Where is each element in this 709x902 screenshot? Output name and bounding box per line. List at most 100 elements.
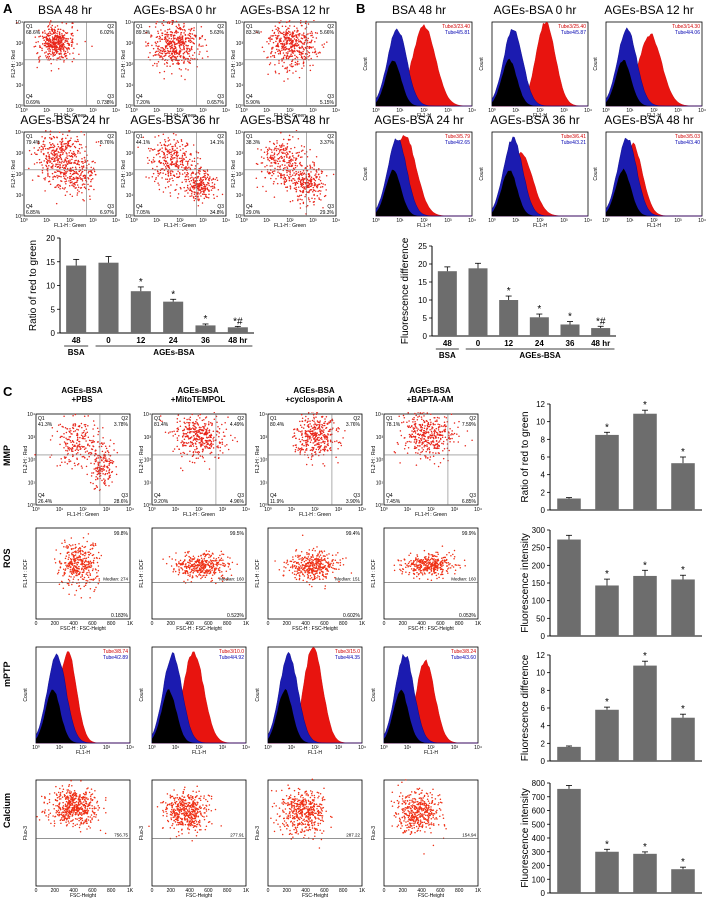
y-tick-label: 800 [532, 779, 546, 788]
x-tick-label: 600 [88, 621, 97, 627]
y-tick-label: 10¹ [144, 480, 152, 486]
x-tick-label: 10² [176, 108, 184, 114]
x-tick-label: 10⁴ [112, 218, 120, 224]
significance-mark: * [643, 651, 647, 662]
y-tick-label: 10² [16, 172, 24, 178]
scatter-dots [255, 130, 335, 215]
x-axis-label: FL1-H [424, 750, 438, 755]
x-tick-label: 10¹ [626, 108, 634, 114]
panel-b-plot-title: BSA 48 hr [391, 3, 447, 17]
x-tick-label: 10⁰ [240, 218, 248, 224]
x-tick-label: 400 [185, 621, 194, 627]
x-tick-label: 10¹ [172, 507, 180, 513]
significance-mark: *# [596, 316, 606, 327]
y-tick-label: 300 [532, 526, 546, 535]
q1-label: Q1 [386, 416, 393, 422]
x-tick-label: 10¹ [153, 218, 161, 224]
panel-a-plot-title: AGEs-BSA 24 hr [20, 113, 110, 127]
tube-a-label: Tube3/8.74 [103, 649, 128, 655]
x-axis-label: FSC-Height [186, 893, 213, 898]
q3-label: Q3 [327, 94, 334, 100]
x-tick-label: 10² [311, 507, 319, 513]
bar [163, 301, 184, 333]
y-tick-label: 10⁴ [235, 20, 243, 26]
q1-value: 44.1% [136, 140, 151, 146]
panel-b-plot-title: AGEs-BSA 24 hr [374, 113, 464, 127]
q4-value: 7.45% [386, 499, 401, 505]
x-tick-label: 0 [35, 888, 38, 894]
panel-c-calcium-scatter: 277.91 0 200 400 600 800 1K FSC-Height Fluo-3 [139, 779, 250, 898]
tube-b-label: Tube4/5.81 [445, 30, 470, 36]
tube-b-label: Tube4/3.40 [675, 140, 700, 146]
x-tick-label: 10³ [199, 108, 207, 114]
y-tick-label: 10² [16, 62, 24, 68]
q4-label: Q4 [26, 94, 33, 100]
y-tick-label: 10¹ [126, 193, 134, 199]
black-histogram [606, 168, 702, 216]
bar [66, 265, 87, 333]
significance-mark: * [643, 842, 647, 853]
x-tick-label: 48 hr [228, 336, 247, 345]
q2-value: 3.78% [114, 422, 129, 428]
y-tick-label: 10² [126, 172, 134, 178]
y-tick-label: 10⁰ [143, 503, 151, 509]
y-axis-label: FL2-H : Red [231, 50, 237, 77]
y-tick-label: 10¹ [126, 83, 134, 89]
median-value: Median: 151 [335, 577, 360, 582]
panel-b-plot-title: AGEs-BSA 12 hr [604, 3, 694, 17]
bar [633, 413, 657, 510]
q4-label: Q4 [38, 493, 45, 499]
x-tick-label: 800 [339, 621, 348, 627]
x-tick-label: 10² [311, 745, 319, 751]
x-tick-label: 0 [383, 621, 386, 627]
q2-value: 3.37% [320, 140, 335, 146]
x-tick-label: 10² [650, 218, 658, 224]
median-value: 756.75 [114, 832, 128, 837]
y-tick-label: 10³ [236, 41, 244, 47]
y-axis-title: Ratio of red to green [28, 240, 39, 331]
x-axis-label: FL1-H : Green [164, 223, 196, 228]
y-tick-label: 10⁰ [235, 214, 243, 220]
y-axis-label: Count [363, 57, 369, 71]
y-axis-title: Ratio of red to green [520, 411, 531, 502]
y-tick-label: 25 [418, 242, 427, 251]
y-tick-label: 50 [536, 614, 545, 623]
black-histogram [152, 689, 246, 743]
x-tick-label: 10¹ [172, 745, 180, 751]
significance-mark: * [204, 314, 208, 325]
bar [671, 579, 695, 636]
x-tick-label: 800 [223, 888, 232, 894]
significance-mark: * [605, 839, 609, 850]
x-tick-label: 10² [66, 218, 74, 224]
significance-mark: * [139, 277, 143, 288]
y-axis-title: Fluorescence difference [520, 654, 531, 761]
y-tick-label: 10² [236, 62, 244, 68]
y-tick-label: 15 [418, 278, 427, 287]
y-axis-title: Fluorescence difference [400, 237, 411, 344]
x-tick-label: 10³ [219, 507, 227, 513]
x-tick-label: 400 [69, 621, 78, 627]
y-axis-title: Fluorescence intensity [520, 533, 531, 633]
x-tick-label: 10⁴ [112, 108, 120, 114]
x-tick-label: 10¹ [56, 507, 64, 513]
bar [195, 325, 216, 333]
x-tick-label: 0 [151, 888, 154, 894]
q4-label: Q4 [386, 493, 393, 499]
x-tick-label: 24 [535, 339, 544, 348]
q3-label: Q3 [121, 493, 128, 499]
scatter-dots [145, 20, 209, 81]
x-tick-label: 10⁰ [264, 745, 272, 751]
x-tick-label: 10⁰ [32, 507, 40, 513]
y-tick-label: 10 [536, 418, 545, 427]
panel-c-ros-scatter: 99.4% 0.602% Median: 151 0 200 400 600 800 1K FSC… [255, 527, 366, 631]
x-tick-label: 400 [301, 621, 310, 627]
x-tick-label: 200 [167, 888, 176, 894]
x-tick-label: 10⁴ [242, 745, 250, 751]
x-tick-label: 10³ [444, 218, 452, 224]
x-tick-label: 600 [436, 621, 445, 627]
q4-label: Q4 [246, 94, 253, 100]
x-tick-label: 10⁰ [372, 218, 380, 224]
y-axis-label: Fluo-3 [139, 826, 145, 840]
x-tick-label: 800 [223, 621, 232, 627]
